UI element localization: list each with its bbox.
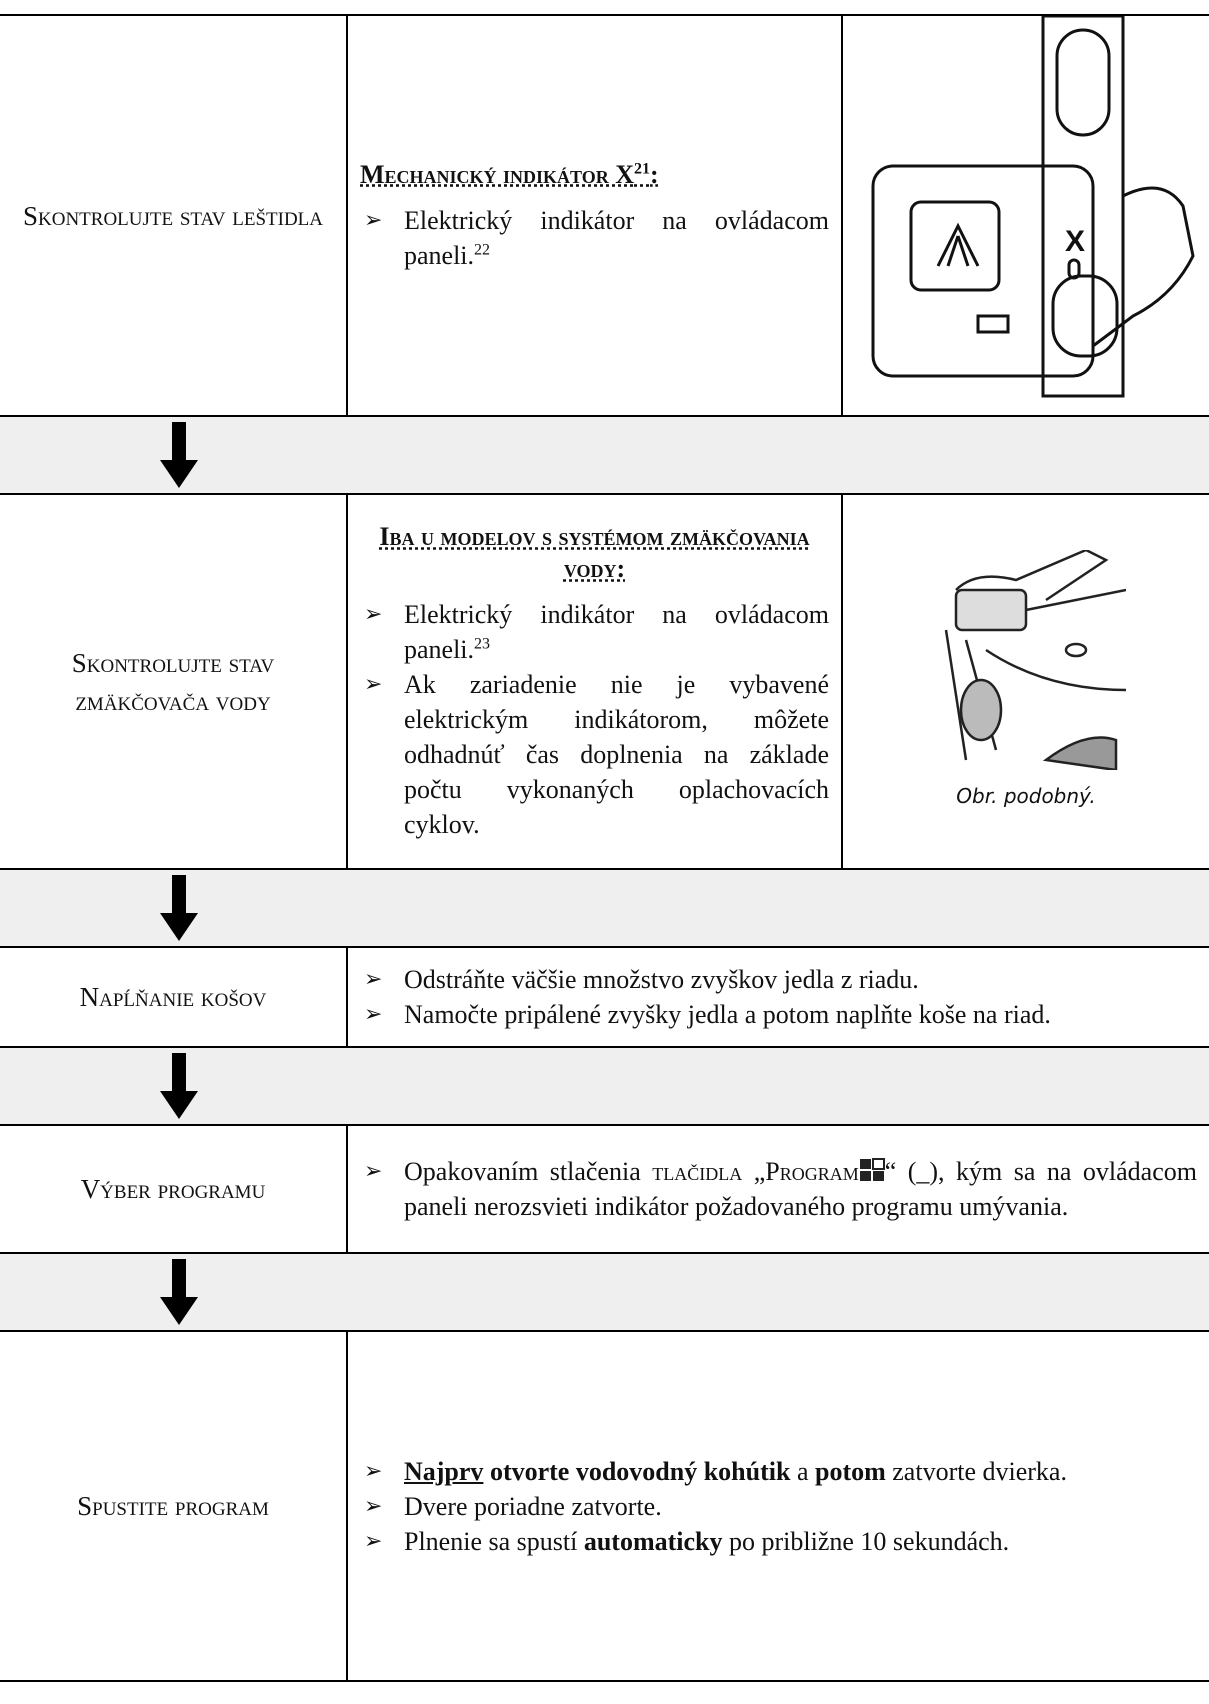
emphasis: otvorte vodovodný kohútik	[489, 1456, 791, 1486]
bullet: Plnenie sa spustí automaticky po približ…	[360, 1524, 1197, 1559]
figure-label: X	[1065, 225, 1085, 258]
down-arrow	[160, 875, 198, 941]
bullet: Ak zariadenie nie je vybavené elektrický…	[360, 667, 829, 842]
row: Napĺňanie košov Odstráňte väčšie množstv…	[0, 946, 1209, 1048]
bullet-text: Ak zariadenie nie je vybavené elektrický…	[404, 670, 829, 839]
arrow-row	[0, 1046, 1209, 1126]
button-name: tlačidla „Program	[652, 1157, 859, 1186]
step-label: Skontrolujte stav leštidla	[0, 14, 348, 417]
bullet: Najprv otvorte vodovodný kohútik a potom…	[360, 1454, 1197, 1489]
bullet: Dvere poriadne zatvorte.	[360, 1489, 1197, 1524]
down-arrow	[160, 1259, 198, 1325]
bullet: Opakovaním stlačenia tlačidla „Program“ …	[360, 1154, 1197, 1224]
footnote-ref: 23	[474, 635, 491, 653]
emphasis: automaticky	[583, 1526, 723, 1556]
arrow-row	[0, 415, 1209, 495]
step-body: Iba u modelov s systémom zmäkčovania vod…	[346, 493, 843, 870]
bullet: Elektrický indikátor na ovládacom paneli…	[360, 203, 829, 273]
bullets: Opakovaním stlačenia tlačidla „Program“ …	[360, 1154, 1197, 1224]
bullet-text: zatvorte dvierka.	[892, 1456, 1067, 1486]
bullet-text: “ (_), kým sa na ovládacom paneli nerozs…	[404, 1157, 1197, 1221]
bullet-text: a	[796, 1456, 809, 1486]
bullets: Najprv otvorte vodovodný kohútik a potom…	[360, 1454, 1197, 1559]
step-label: Skontrolujte stav zmäkčovača vody	[0, 493, 348, 870]
label: Spustite program	[77, 1491, 269, 1521]
bullets: Odstráňte väčšie množstvo zvyškov jedla …	[360, 962, 1197, 1032]
label: Skontrolujte stav leštidla	[22, 200, 324, 231]
bullets: Elektrický indikátor na ovládacom paneli…	[360, 597, 829, 842]
footnote-ref: 22	[474, 240, 491, 258]
label: Napĺňanie košov	[79, 982, 267, 1012]
bullet-text: Elektrický indikátor na ovládacom paneli…	[404, 600, 829, 664]
arrow-row	[0, 1252, 1209, 1332]
emphasis: potom	[814, 1456, 886, 1486]
step-body: Mechanický indikátor X21: Elektrický ind…	[346, 14, 843, 417]
bullets: Elektrický indikátor na ovládacom paneli…	[360, 203, 829, 273]
step-body: Opakovaním stlačenia tlačidla „Program“ …	[346, 1124, 1209, 1254]
procedure-table: Skontrolujte stav leštidla Mechanický in…	[0, 14, 1209, 1682]
step-label: Napĺňanie košov	[0, 946, 348, 1048]
caption: Obr. podobný.	[956, 783, 1096, 808]
step-body: Najprv otvorte vodovodný kohútik a potom…	[346, 1330, 1209, 1682]
step-body: Odstráňte väčšie množstvo zvyškov jedla …	[346, 946, 1209, 1048]
heading: Mechanický indikátor X21:	[360, 159, 829, 191]
bullet-text: Opakovaním stlačenia	[404, 1157, 641, 1186]
figure-cell: X	[841, 14, 1209, 417]
bullet-text: po približne 10 sekundách.	[729, 1526, 1010, 1556]
dispenser-figure: X	[871, 14, 1195, 398]
bullet-text: Dvere poriadne zatvorte.	[404, 1491, 662, 1521]
bullet-text: Elektrický indikátor na ovládacom paneli…	[404, 205, 829, 270]
heading-end: :	[650, 159, 659, 189]
figure-cell: Obr. podobný.	[841, 493, 1209, 870]
step-label: Výber programu	[0, 1124, 348, 1254]
bullet: Elektrický indikátor na ovládacom paneli…	[360, 597, 829, 667]
bullet: Odstráňte väčšie množstvo zvyškov jedla …	[360, 962, 1197, 997]
row: Spustite program Najprv otvorte vodovodn…	[0, 1330, 1209, 1682]
arrow-row	[0, 868, 1209, 948]
row: Skontrolujte stav leštidla Mechanický in…	[0, 14, 1209, 417]
row: Výber programu Opakovaním stlačenia tlač…	[0, 1124, 1209, 1254]
label: Skontrolujte stav zmäkčovača vody	[71, 647, 275, 716]
down-arrow	[160, 1053, 198, 1119]
heading-text: Mechanický indikátor X	[360, 159, 635, 189]
bullet-text: Plnenie sa spustí	[404, 1526, 578, 1556]
emphasis: Najprv	[404, 1456, 484, 1486]
row: Skontrolujte stav zmäkčovača vody Iba u …	[0, 493, 1209, 870]
program-icon	[859, 1158, 885, 1181]
down-arrow	[160, 422, 198, 488]
footnote-ref: 21	[634, 159, 651, 177]
label: Výber programu	[80, 1174, 266, 1204]
step-label: Spustite program	[0, 1330, 348, 1682]
softener-figure	[944, 548, 1127, 771]
heading: Iba u modelov s systémom zmäkčovania vod…	[379, 522, 810, 583]
bullet: Namočte pripálené zvyšky jedla a potom n…	[360, 997, 1197, 1032]
